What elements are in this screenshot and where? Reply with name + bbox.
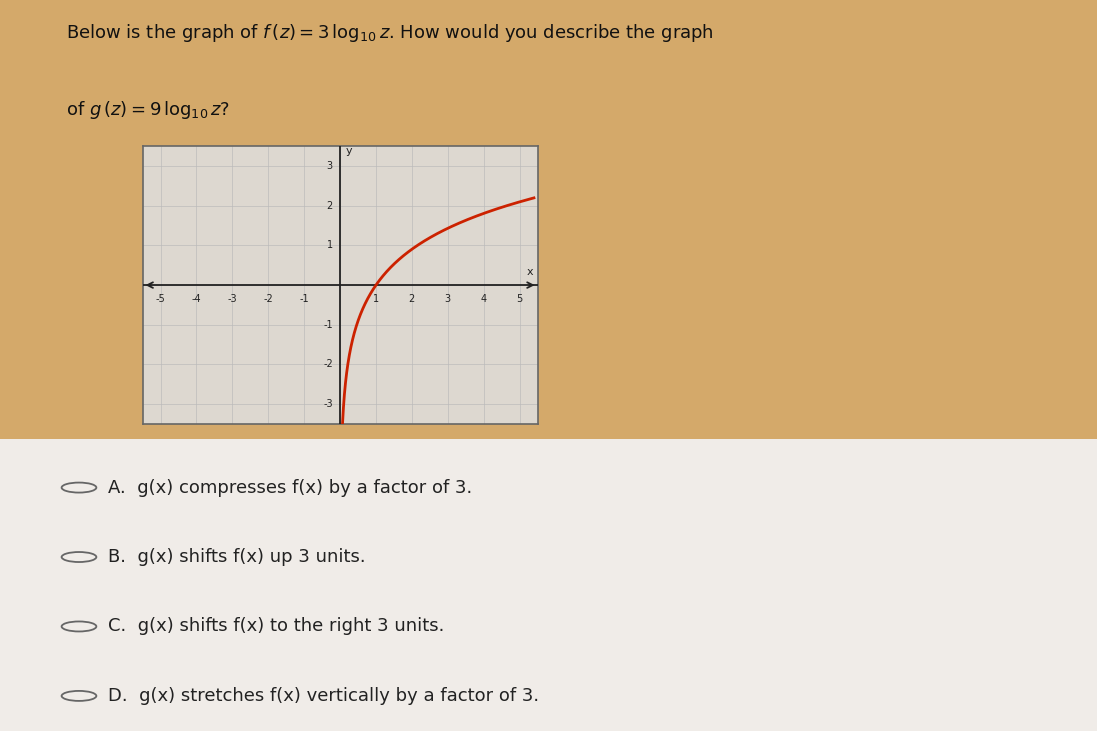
Text: y: y	[346, 146, 352, 156]
Text: 2: 2	[327, 201, 332, 211]
Text: -1: -1	[299, 294, 309, 304]
Text: 1: 1	[327, 240, 332, 251]
Text: 1: 1	[373, 294, 380, 304]
Text: -3: -3	[227, 294, 237, 304]
Text: of $g\,(z) = 9\,\log_{10} z$?: of $g\,(z) = 9\,\log_{10} z$?	[66, 99, 230, 121]
Text: 3: 3	[327, 161, 332, 171]
Text: A.  g(x) compresses f(x) by a factor of 3.: A. g(x) compresses f(x) by a factor of 3…	[108, 479, 472, 496]
Text: B.  g(x) shifts f(x) up 3 units.: B. g(x) shifts f(x) up 3 units.	[108, 548, 365, 566]
Text: -2: -2	[263, 294, 273, 304]
Text: -3: -3	[324, 399, 332, 409]
Text: 4: 4	[480, 294, 487, 304]
Text: 5: 5	[517, 294, 522, 304]
Text: -4: -4	[192, 294, 201, 304]
Text: D.  g(x) stretches f(x) vertically by a factor of 3.: D. g(x) stretches f(x) vertically by a f…	[108, 687, 539, 705]
Text: C.  g(x) shifts f(x) to the right 3 units.: C. g(x) shifts f(x) to the right 3 units…	[108, 618, 444, 635]
Text: 3: 3	[444, 294, 451, 304]
Text: -5: -5	[156, 294, 166, 304]
Text: 2: 2	[409, 294, 415, 304]
Text: Below is the graph of $f\,(z) = 3\,\log_{10} z$. How would you describe the grap: Below is the graph of $f\,(z) = 3\,\log_…	[66, 22, 714, 44]
Text: -2: -2	[324, 360, 332, 369]
Text: x: x	[527, 267, 533, 277]
Text: -1: -1	[324, 319, 332, 330]
